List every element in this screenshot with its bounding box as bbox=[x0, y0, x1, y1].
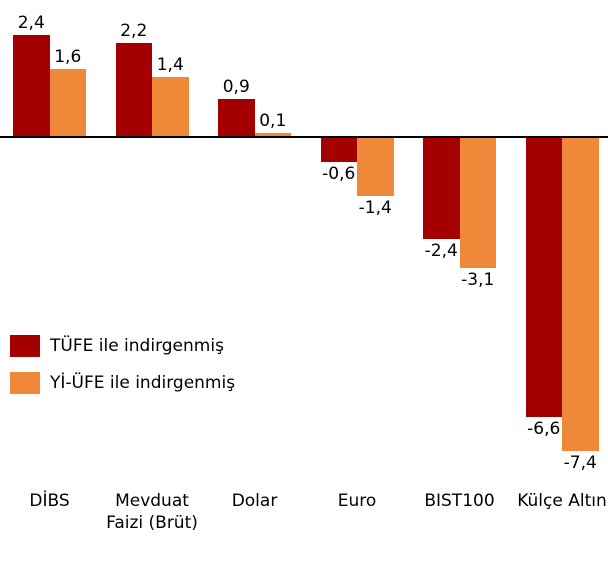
legend-swatch bbox=[10, 372, 40, 394]
legend-label: TÜFE ile indirgenmiş bbox=[50, 336, 224, 356]
value-label: -6,6 bbox=[527, 419, 561, 440]
value-label: -2,4 bbox=[424, 240, 458, 261]
value-label: -7,4 bbox=[563, 453, 597, 473]
bar bbox=[562, 136, 599, 451]
bar bbox=[459, 136, 496, 269]
value-label: 1,6 bbox=[54, 46, 82, 67]
bar bbox=[152, 77, 189, 137]
bar bbox=[115, 43, 152, 137]
value-label: 2,2 bbox=[120, 21, 148, 42]
bar bbox=[254, 132, 291, 137]
bar bbox=[320, 136, 357, 163]
legend-label: Yİ-ÜFE ile indirgenmiş bbox=[50, 373, 236, 393]
legend-swatch bbox=[10, 335, 40, 357]
value-label: -0,6 bbox=[322, 164, 356, 185]
bar bbox=[423, 136, 460, 239]
x-tick-label: Dolar bbox=[231, 491, 278, 511]
x-tick-label: DİBS bbox=[29, 491, 70, 511]
value-label: -3,1 bbox=[461, 270, 495, 291]
value-label: 2,4 bbox=[17, 13, 45, 33]
x-tick-label: Mevduat Faizi (Brüt) bbox=[106, 491, 198, 533]
bar bbox=[357, 136, 394, 197]
value-label: 1,4 bbox=[156, 55, 184, 76]
x-tick-label: Külçe Altın bbox=[517, 491, 607, 511]
x-tick-label: BIST100 bbox=[424, 491, 495, 511]
zero-line bbox=[0, 135, 608, 138]
bar bbox=[218, 98, 255, 137]
value-label: 0,1 bbox=[259, 110, 287, 131]
bar bbox=[49, 68, 86, 137]
x-tick-label: Euro bbox=[337, 491, 377, 511]
value-label: -1,4 bbox=[358, 198, 392, 219]
bar bbox=[13, 35, 50, 137]
bar bbox=[525, 136, 562, 418]
value-label: 0,9 bbox=[222, 76, 250, 97]
